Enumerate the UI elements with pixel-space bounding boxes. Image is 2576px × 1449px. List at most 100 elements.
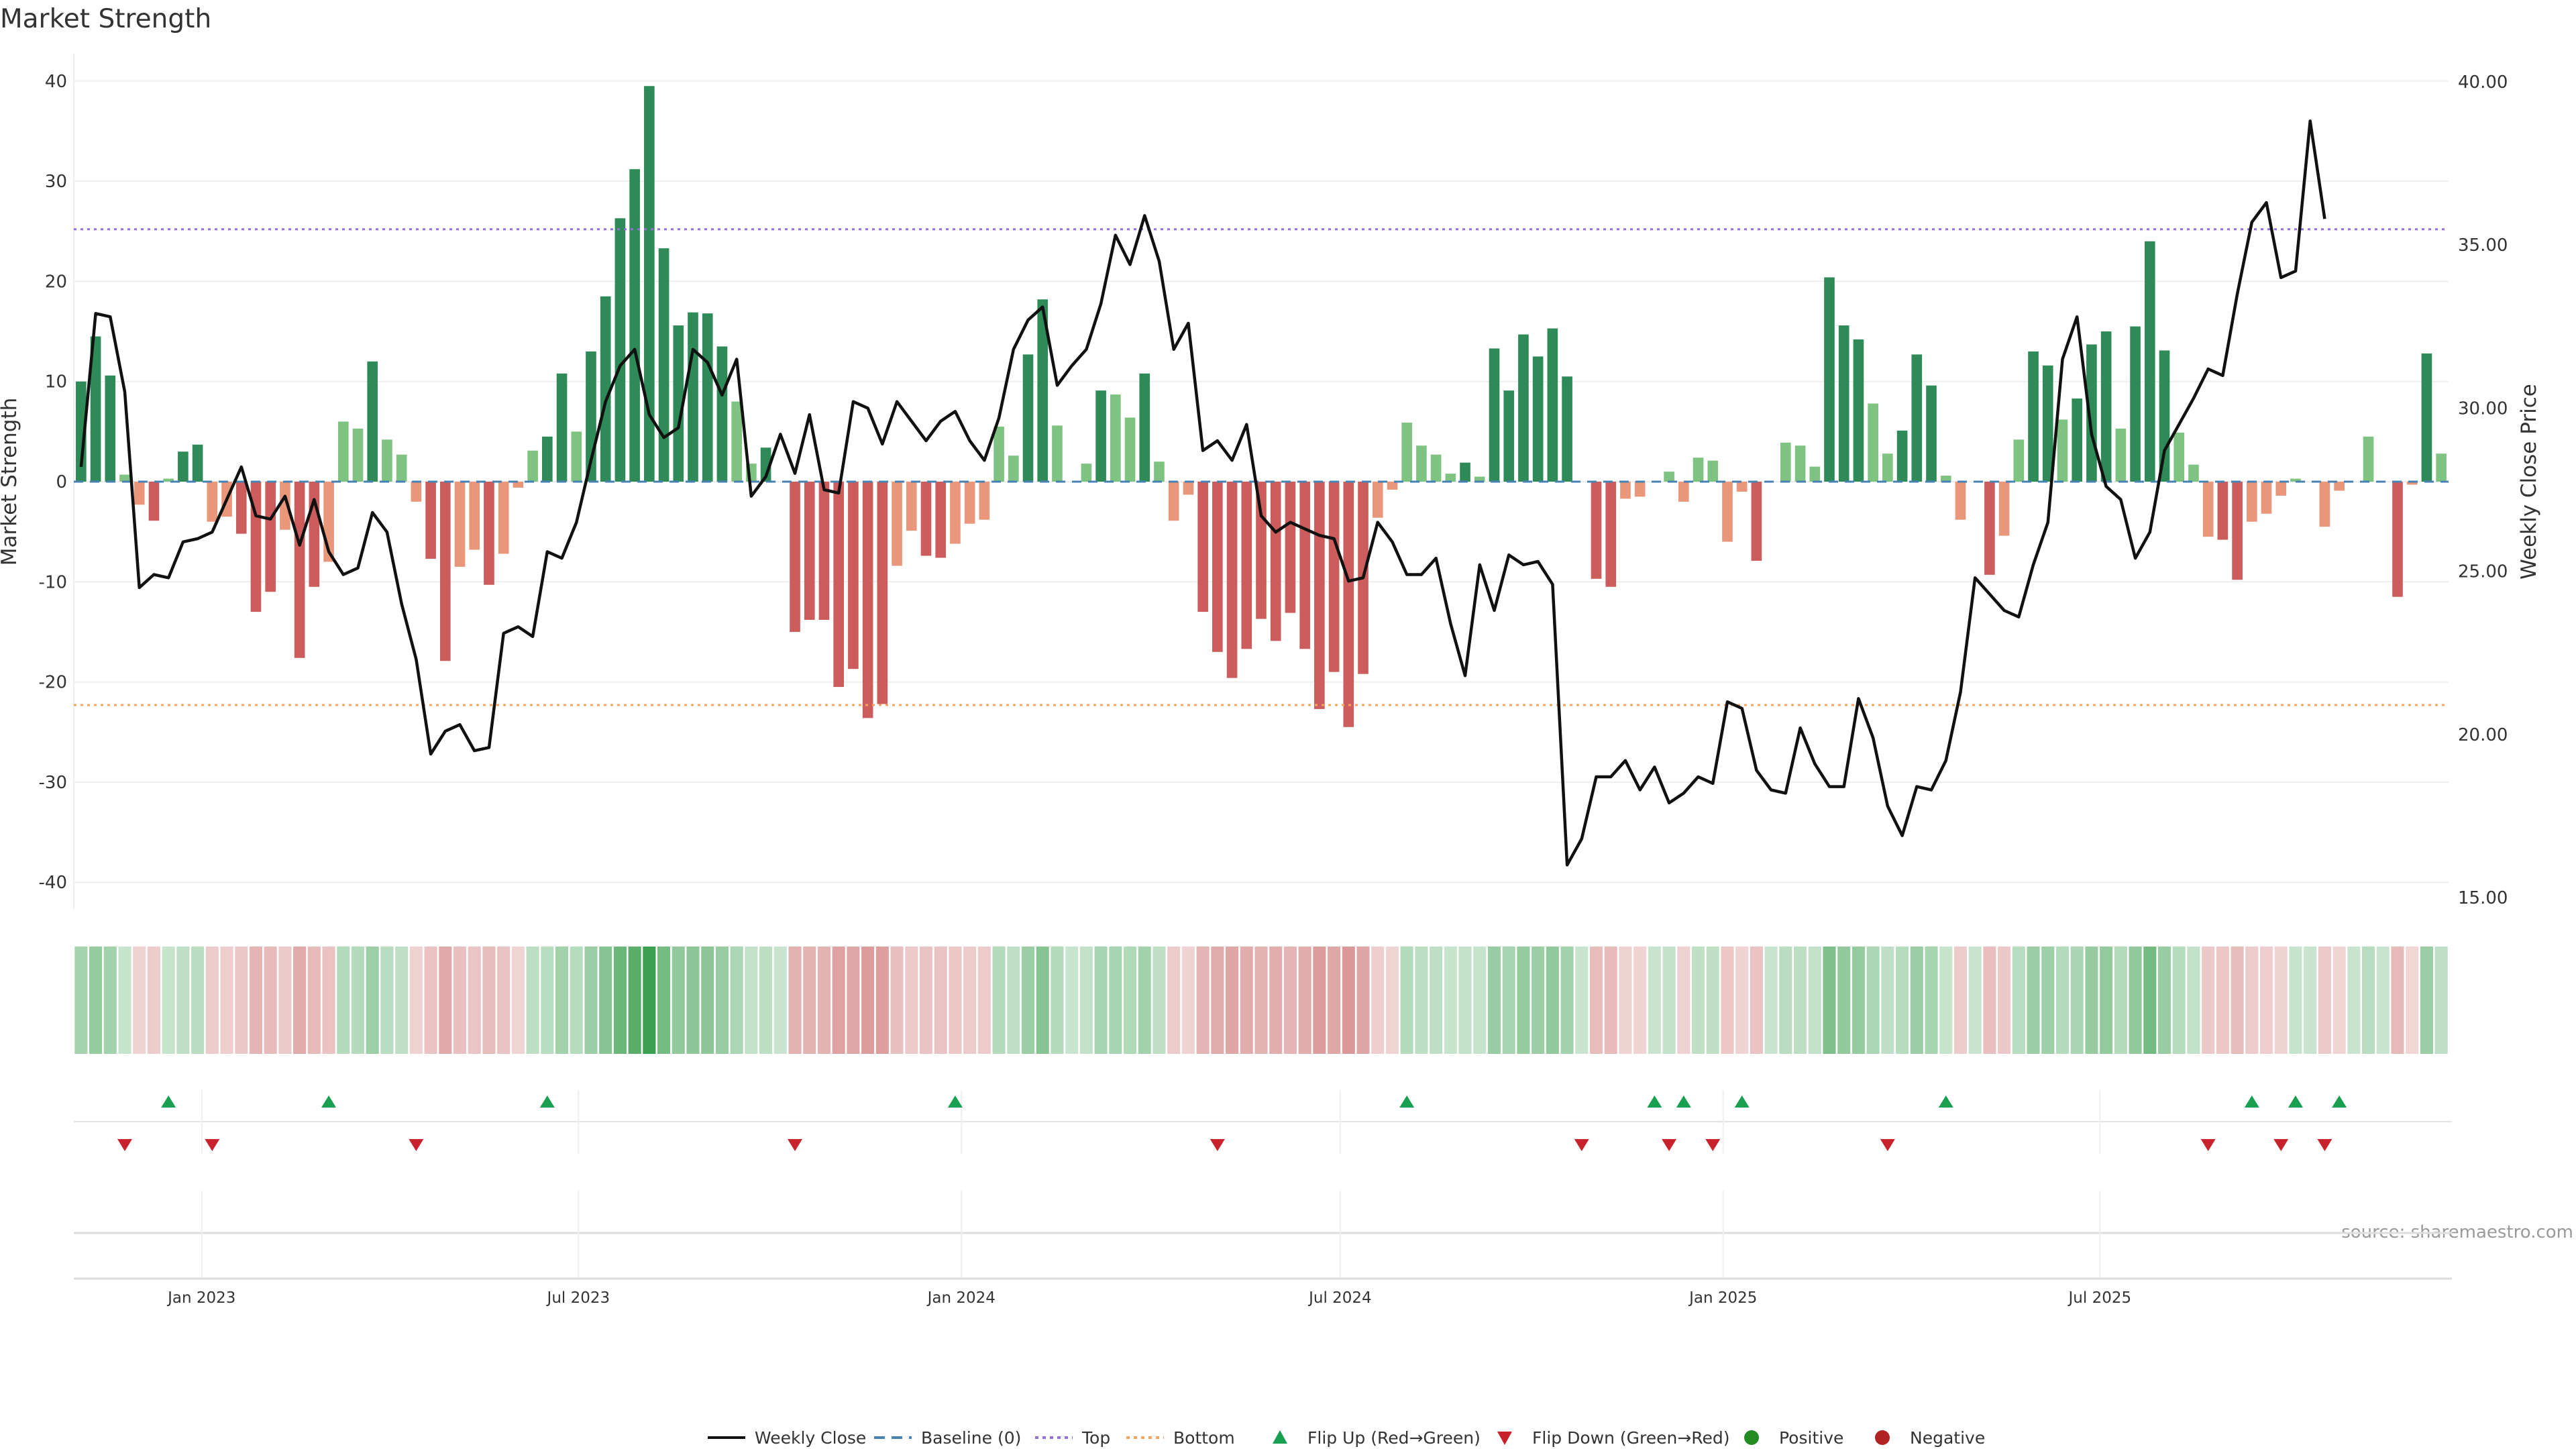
heat-cell: [1998, 947, 2011, 1054]
heat-cell: [264, 947, 277, 1054]
strength-bar: [702, 313, 713, 482]
heat-cell: [1560, 947, 1574, 1054]
strength-bar: [1809, 466, 1821, 482]
strength-bar: [1430, 454, 1442, 482]
heat-cell: [2406, 947, 2419, 1054]
legend-item: Positive: [1744, 1428, 1843, 1448]
heat-cell: [1269, 947, 1283, 1054]
strength-bar: [2159, 350, 2170, 482]
strength-bar: [2028, 351, 2039, 482]
heat-cell: [803, 947, 816, 1054]
heat-cell: [1502, 947, 1515, 1054]
strength-bar: [1183, 482, 1194, 495]
strength-bar: [2406, 482, 2418, 485]
strength-bar: [1299, 482, 1310, 649]
flip-down-marker: [409, 1139, 424, 1151]
strength-bar: [2115, 428, 2127, 482]
heat-cell: [2231, 947, 2244, 1054]
heat-cell: [2420, 947, 2433, 1054]
strength-bar: [250, 482, 262, 612]
heat-cell: [293, 947, 307, 1054]
strength-bar: [542, 436, 553, 482]
heat-cell: [1430, 947, 1443, 1054]
strength-bar: [2392, 482, 2403, 597]
heat-cell: [235, 947, 248, 1054]
heat-cell: [1851, 947, 1865, 1054]
heat-cell: [847, 947, 860, 1054]
heat-cell: [2114, 947, 2127, 1054]
heat-cell: [1415, 947, 1428, 1054]
strength-bar: [2013, 439, 2025, 482]
strength-bar: [688, 312, 698, 482]
chart-title: Market Strength: [0, 4, 212, 34]
strength-bar: [396, 454, 407, 482]
heat-cell: [1109, 947, 1122, 1054]
heat-cell: [307, 947, 321, 1054]
strength-bar: [2144, 241, 2155, 482]
strength-bar: [716, 346, 728, 482]
strength-bar: [1838, 325, 1849, 482]
y2-axis-label: Weekly Close Price: [2517, 384, 2541, 580]
flip-up-marker: [2244, 1095, 2259, 1108]
heat-cell: [1051, 947, 1064, 1054]
heat-cell: [570, 947, 583, 1054]
heat-cell: [482, 947, 496, 1054]
strength-bar: [2275, 482, 2287, 496]
strength-bar: [994, 426, 1004, 482]
strength-bar: [1751, 482, 1762, 561]
flip-down-marker: [1705, 1139, 1721, 1151]
heat-cell: [1444, 947, 1457, 1054]
x-tick-label: Jul 2024: [1307, 1289, 1372, 1307]
flip-down-marker: [1662, 1139, 1677, 1151]
heat-cell: [1181, 947, 1195, 1054]
heat-cell: [919, 947, 933, 1054]
strength-bar: [644, 86, 655, 482]
heat-cell: [1458, 947, 1472, 1054]
strength-bar: [76, 381, 87, 482]
y-axis-label: Market Strength: [0, 398, 21, 566]
strength-bar: [2436, 453, 2447, 482]
strength-bar: [935, 482, 947, 558]
heat-cell: [1604, 947, 1617, 1054]
strength-bar: [614, 218, 626, 482]
y2-tick-label: 25.00: [2458, 562, 2508, 582]
legend: Weekly Close Baseline (0) Top Bottom Flip Up…: [708, 1428, 1985, 1448]
heat-cell: [1094, 947, 1108, 1054]
strength-bar: [1460, 462, 1470, 482]
strength-bar: [119, 474, 130, 482]
heat-cell: [934, 947, 947, 1054]
strength-bar: [2057, 419, 2068, 482]
heat-cell: [366, 947, 379, 1054]
strength-bar: [207, 482, 218, 522]
strength-bar: [1401, 422, 1412, 482]
heat-cell: [249, 947, 263, 1054]
strength-bar: [1547, 328, 1558, 482]
heat-cell: [628, 947, 641, 1054]
strength-bar: [2290, 478, 2301, 482]
heat-cell: [89, 947, 103, 1054]
legend-item: Weekly Close: [708, 1428, 866, 1448]
strength-bar: [1256, 482, 1267, 619]
y2-tick-label: 20.00: [2458, 725, 2508, 745]
strength-bar: [1372, 482, 1383, 518]
heat-cell: [1036, 947, 1049, 1054]
y-tick-label: -10: [39, 572, 67, 592]
heat-cell: [1619, 947, 1632, 1054]
heat-cell: [2070, 947, 2084, 1054]
strength-bar: [1955, 482, 1966, 520]
heat-cell: [730, 947, 743, 1054]
strength-bar: [1328, 482, 1340, 672]
heat-cell: [992, 947, 1006, 1054]
strength-bar: [280, 482, 290, 530]
y-tick-label: 40: [45, 72, 67, 92]
heat-cell: [468, 947, 481, 1054]
heat-cell: [1896, 947, 1909, 1054]
y2-tick-label: 35.00: [2458, 235, 2508, 256]
heat-cell: [1648, 947, 1661, 1054]
heat-cell: [1764, 947, 1778, 1054]
heat-cell: [409, 947, 423, 1054]
heat-cell: [2274, 947, 2288, 1054]
strength-bar: [2188, 464, 2199, 482]
strength-bar: [1562, 376, 1572, 482]
legend-item: Top: [1035, 1428, 1110, 1448]
